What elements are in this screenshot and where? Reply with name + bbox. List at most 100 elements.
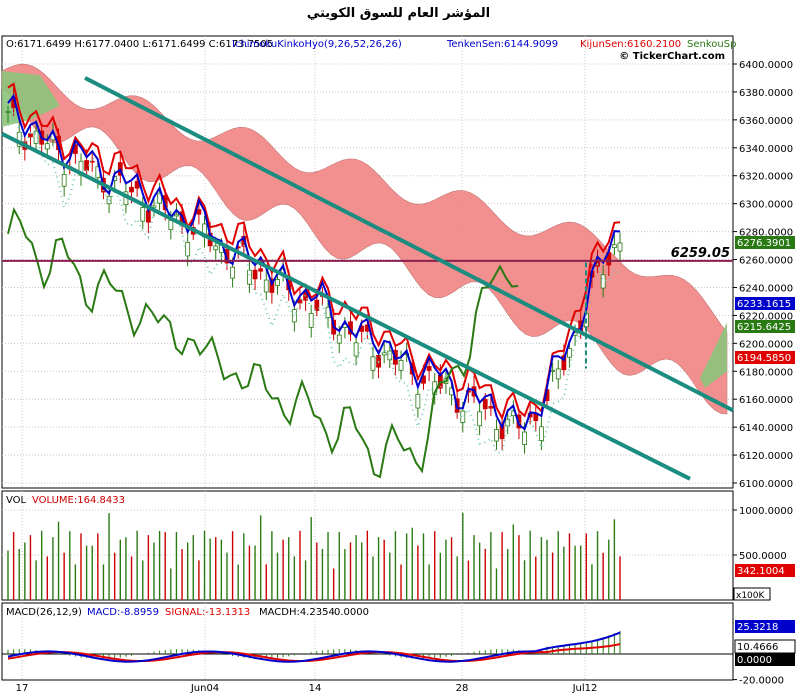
price-tick-label: 6320.0000 xyxy=(739,172,793,183)
tag-close-bg xyxy=(735,236,795,249)
tag-tenkan-bg xyxy=(735,297,795,310)
tag-senkou: 6215.6425 xyxy=(737,322,791,333)
trend-upper xyxy=(84,76,734,413)
candle-body xyxy=(196,209,202,215)
trend-channel xyxy=(1,76,734,481)
candle-body xyxy=(140,207,146,222)
candle-body xyxy=(488,406,494,409)
tenkan-label: TenkenSen:6144.9099 xyxy=(446,39,558,50)
x-tick-label: 17 xyxy=(16,683,29,693)
candle-body xyxy=(617,242,623,252)
scale-label: x100K xyxy=(736,591,766,601)
macd-line xyxy=(7,631,621,663)
tag-macdh: 10.4666 xyxy=(737,642,778,653)
candle-body xyxy=(89,160,95,163)
candle-body xyxy=(398,360,404,371)
candle-body xyxy=(505,418,511,427)
price-tick-label: 6300.0000 xyxy=(739,200,793,211)
candle-body xyxy=(567,348,572,358)
price-tick-label: 6220.0000 xyxy=(739,311,793,322)
candle-body xyxy=(387,350,393,361)
candle-body xyxy=(129,186,134,193)
price-tick-label: 6100.0000 xyxy=(739,479,793,490)
price-tick-label: 6120.0000 xyxy=(739,451,793,462)
x-tick-label: Jun04 xyxy=(190,683,219,693)
macd-panel-frame xyxy=(1,602,734,681)
price-tick-label: 6360.0000 xyxy=(739,116,793,127)
candle-body xyxy=(230,266,235,279)
candle-body xyxy=(252,269,258,280)
candle-body xyxy=(426,366,432,371)
candle-body xyxy=(168,219,174,231)
volume-tick-label: 500.0000 xyxy=(739,551,787,562)
candle-body xyxy=(336,334,342,344)
ohlc-label: O:6171.6499 H:6177.0400 L:6171.6499 C:61… xyxy=(6,39,273,50)
candle-body xyxy=(151,205,157,208)
cloud-bear-area xyxy=(1,63,728,415)
x-tick-label: 28 xyxy=(456,683,469,693)
ichimoku-label: IchimokuKinkoHyo(9,26,52,26,26) xyxy=(232,39,402,50)
candle-body xyxy=(213,245,219,251)
cloud-bull-area xyxy=(2,70,60,127)
chikou-line xyxy=(7,206,519,479)
tag-macd-bg xyxy=(735,620,795,633)
tag-zero-bg xyxy=(735,653,795,666)
candle-body xyxy=(482,399,488,410)
candle-body xyxy=(370,356,376,371)
price-tick-label: 6280.0000 xyxy=(739,228,793,239)
signal-value-label: SIGNAL:-13.1313 xyxy=(165,607,250,618)
price-tick-label: 6340.0000 xyxy=(739,144,793,155)
candle-body xyxy=(44,143,50,150)
candle-body xyxy=(174,213,179,217)
candle-body xyxy=(258,268,264,272)
price-tick-label: 6260.0000 xyxy=(739,256,793,267)
tag-tenkan: 6233.1615 xyxy=(737,299,791,310)
macd-value-label: MACD:-8.8959 xyxy=(87,607,159,618)
candle-body xyxy=(247,269,252,285)
volume-tick-label: 1000.0000 xyxy=(739,506,793,517)
cloud-bull-area xyxy=(700,322,727,389)
volume-label: VOL xyxy=(6,495,27,506)
candle-body xyxy=(561,355,567,371)
candle-body xyxy=(550,369,556,372)
kijun-label: KijunSen:6160.2100 xyxy=(580,39,681,50)
scale-box xyxy=(733,587,771,601)
signal-line xyxy=(7,643,621,662)
axis-labels: 6400.0000 6380.0000 6360.0000 6340.0000 6320… xyxy=(16,60,793,693)
chart-title: المؤشر العام للسوق الكويتي xyxy=(306,6,491,21)
candle-body xyxy=(291,309,297,323)
candle-body xyxy=(185,241,191,257)
candle-body xyxy=(5,111,11,113)
candle-body xyxy=(611,244,617,249)
candle-body xyxy=(308,313,314,328)
trend-lower xyxy=(1,132,691,481)
candle-body xyxy=(353,342,359,357)
candle-body xyxy=(275,279,280,286)
x-tick-label: 14 xyxy=(309,683,322,693)
candle-body xyxy=(269,278,275,293)
candle-body xyxy=(538,426,544,441)
candle-body xyxy=(381,352,387,356)
tag-close: 6276.3901 xyxy=(737,238,791,249)
tag-volume: 342.1004 xyxy=(737,566,785,577)
price-tick-label: 6400.0000 xyxy=(739,60,793,71)
tag-volume-bg xyxy=(735,564,795,577)
candle-body xyxy=(263,279,269,293)
candle-body xyxy=(600,274,606,289)
macd-lines xyxy=(7,630,621,663)
volume-value-label: VOLUME:164.8433 xyxy=(32,495,125,506)
ichimoku-cloud xyxy=(1,63,728,415)
tag-senkou-bg xyxy=(735,320,795,333)
candle-body xyxy=(61,174,67,187)
candle-body xyxy=(477,411,483,427)
candle-body xyxy=(522,431,527,445)
price-tick-label: 6180.0000 xyxy=(739,367,793,378)
tag-macd: 25.3218 xyxy=(737,622,778,633)
candle-body xyxy=(494,429,499,442)
x-tick-label: Jul12 xyxy=(572,683,598,693)
kijun-line xyxy=(7,82,621,421)
candle-body xyxy=(314,299,320,311)
lagging-dots xyxy=(7,109,621,454)
candle-body xyxy=(415,393,421,409)
macd-tick-label: -20.0000 xyxy=(739,676,784,687)
